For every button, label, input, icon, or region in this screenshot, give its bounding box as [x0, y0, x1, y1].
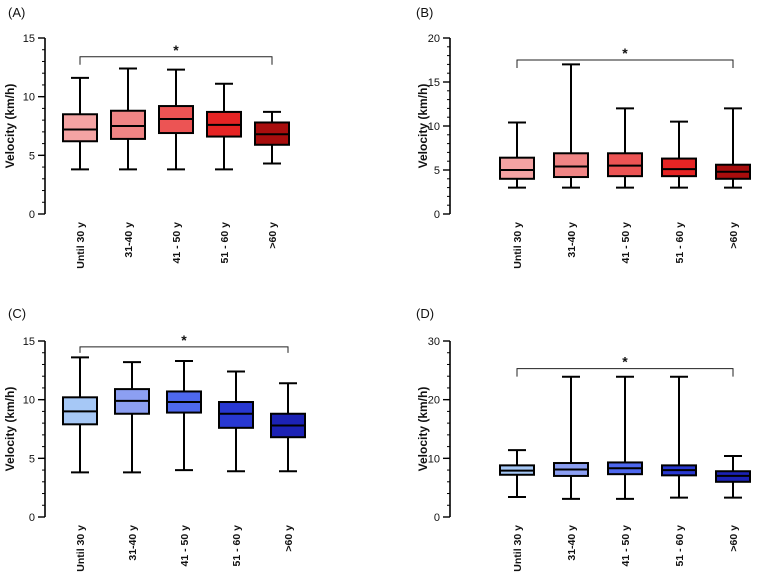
y-tick-label: 5: [29, 150, 35, 162]
y-axis-label: Velocity (km/h): [416, 84, 430, 169]
box-5: [715, 454, 751, 499]
box-1: [499, 449, 535, 499]
box-4: [218, 370, 254, 473]
panel-a: (A) 0 5 10 15 Velocity (km/h) Until 30 y 31-40 …: [3, 5, 290, 269]
y-tick-label: 0: [29, 209, 35, 221]
x-category-label: 51 - 60 y: [674, 525, 686, 567]
y-tick-label: 20: [428, 395, 440, 407]
y-tick-label: 0: [434, 512, 440, 524]
y-tick-label: 10: [428, 121, 440, 133]
panel-label: (A): [8, 5, 25, 20]
panel-b: (B) 0 5 10 15 20 Velocity (km/h) Until 30 y 31-4…: [416, 5, 751, 269]
x-category-label: 41 - 50 y: [171, 222, 183, 264]
x-category-label: 41 - 50 y: [620, 525, 632, 567]
y-axis-label: Velocity (km/h): [3, 387, 17, 472]
x-category-label: 51 - 60 y: [674, 222, 686, 264]
panel-d: (D) 0 10 20 30 Velocity (km/h) Until 30 y 31-40…: [416, 306, 751, 572]
box-5: [270, 382, 306, 473]
x-category-label: Until 30 y: [512, 525, 524, 572]
y-tick-label: 10: [23, 92, 35, 104]
iqr-box: [110, 109, 146, 140]
panel-label: (C): [8, 306, 26, 321]
box-1: [499, 121, 535, 189]
x-category-label: >60 y: [267, 222, 279, 249]
y-tick-label: 0: [29, 512, 35, 524]
significance-star: *: [181, 332, 187, 348]
y-tick-label: 5: [434, 165, 440, 177]
box-4: [661, 120, 697, 189]
x-category-label: 31-40 y: [123, 222, 135, 258]
y-tick-label: 15: [428, 77, 440, 89]
y-tick-label: 15: [23, 336, 35, 348]
significance-bracket: [79, 346, 289, 353]
x-category-label: >60 y: [728, 222, 740, 249]
x-category-label: 31-40 y: [127, 525, 139, 561]
significance-star: *: [173, 42, 179, 58]
box-3: [166, 359, 202, 472]
x-category-label: 41 - 50 y: [620, 222, 632, 264]
x-category-label: 41 - 50 y: [179, 525, 191, 567]
iqr-box: [553, 152, 589, 179]
y-tick-label: 20: [428, 33, 440, 45]
box-4: [661, 375, 697, 499]
box-2: [110, 67, 146, 171]
y-axis-label: Velocity (km/h): [3, 84, 17, 169]
box-2: [553, 375, 589, 500]
y-tick-label: 10: [23, 395, 35, 407]
box-3: [158, 68, 194, 171]
y-tick-label: 5: [29, 453, 35, 465]
significance-star: *: [622, 45, 628, 61]
box-4: [206, 82, 242, 171]
y-tick-label: 15: [23, 33, 35, 45]
y-axis-label: Velocity (km/h): [416, 387, 430, 472]
y-tick-label: 0: [434, 209, 440, 221]
x-category-label: >60 y: [728, 525, 740, 552]
significance-bracket: [516, 59, 734, 68]
box-5: [715, 107, 751, 189]
x-category-label: Until 30 y: [512, 222, 524, 269]
x-category-label: Until 30 y: [75, 222, 87, 269]
significance-bracket: [516, 368, 734, 377]
box-5: [254, 110, 290, 165]
box-3: [607, 375, 643, 500]
significance-bracket: [79, 56, 273, 65]
iqr-box: [62, 113, 98, 143]
iqr-box: [661, 157, 697, 178]
y-tick-label: 30: [428, 336, 440, 348]
x-category-label: 31-40 y: [566, 525, 578, 561]
x-category-label: Until 30 y: [75, 525, 87, 572]
significance-star: *: [622, 354, 628, 370]
x-category-label: >60 y: [283, 525, 295, 552]
panel-c: (C) 0 5 10 15 Velocity (km/h) Until 30 y 31-40 …: [3, 306, 306, 572]
box-1: [62, 356, 98, 474]
y-tick-label: 10: [428, 453, 440, 465]
panel-label: (D): [416, 306, 434, 321]
x-category-label: 31-40 y: [566, 222, 578, 258]
box-1: [62, 76, 98, 171]
box-2: [553, 63, 589, 189]
iqr-box: [499, 156, 535, 180]
box-2: [114, 361, 150, 474]
iqr-box: [218, 401, 254, 429]
box-3: [607, 107, 643, 189]
panel-label: (B): [416, 5, 433, 20]
x-category-label: 51 - 60 y: [219, 222, 231, 264]
x-category-label: 51 - 60 y: [231, 525, 243, 567]
